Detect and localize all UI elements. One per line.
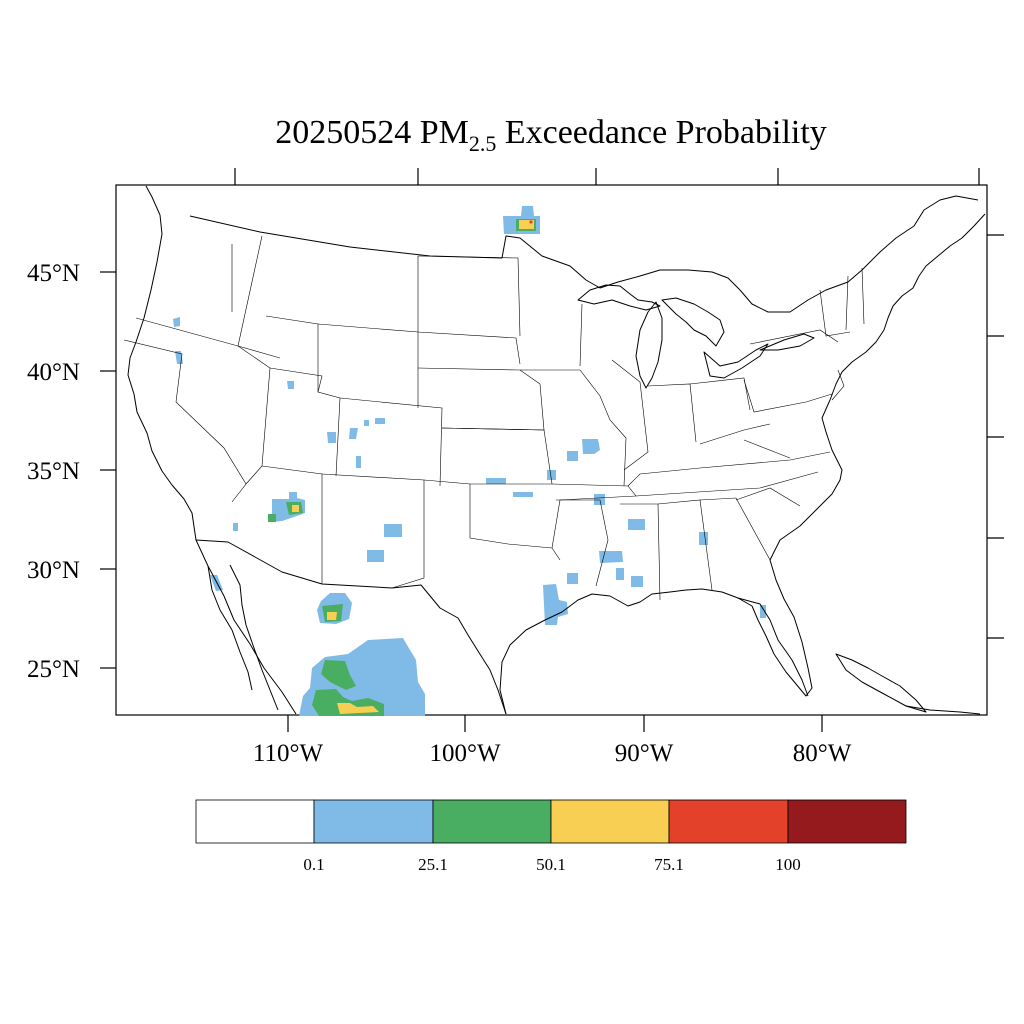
lat-label: 30°N (27, 557, 80, 584)
colorbar: 0.1 25.1 50.1 75.1 100 (195, 799, 907, 874)
colorbar-box (432, 799, 552, 844)
top-ticks (234, 168, 980, 185)
coastline-layer (127, 185, 986, 715)
longitude-labels: 110°W 100°W 90°W 80°W (253, 740, 852, 767)
lon-label: 80°W (793, 740, 852, 767)
colorbar-label: 100 (775, 855, 801, 874)
right-ticks (987, 234, 1004, 639)
colorbar-label: 75.1 (654, 855, 684, 874)
lat-label: 45°N (27, 260, 80, 287)
lon-label: 90°W (615, 740, 674, 767)
lat-label: 35°N (27, 458, 80, 485)
state-lines (123, 235, 865, 601)
lon-label: 110°W (253, 740, 324, 767)
colorbar-box (313, 799, 434, 844)
map-border (115, 184, 988, 716)
colorbar-box (550, 799, 670, 844)
prob-area-chihuahua (317, 593, 352, 624)
prob-area-southeast-texas (543, 584, 568, 625)
prob-area-durango (299, 638, 425, 716)
map-title: 20250524 PM2.5 Exceedance Probability (275, 114, 827, 156)
colorbar-box (668, 799, 789, 844)
map-panel (100, 168, 1004, 732)
colorbar-label: 0.1 (303, 855, 324, 874)
bottom-ticks (287, 715, 823, 732)
left-ticks (100, 271, 116, 669)
probability-layer (173, 206, 766, 716)
colorbar-label: 25.1 (418, 855, 448, 874)
latitude-labels: 45°N 40°N 35°N 30°N 25°N (27, 260, 80, 683)
prob-area-arizona (268, 492, 305, 522)
colorbar-label: 50.1 (536, 855, 566, 874)
prob-area-lake-of-woods (503, 206, 540, 234)
colorbar-box (787, 799, 907, 844)
lat-label: 25°N (27, 656, 80, 683)
lon-label: 100°W (429, 740, 500, 767)
lat-label: 40°N (27, 359, 80, 386)
colorbar-box (195, 799, 315, 844)
